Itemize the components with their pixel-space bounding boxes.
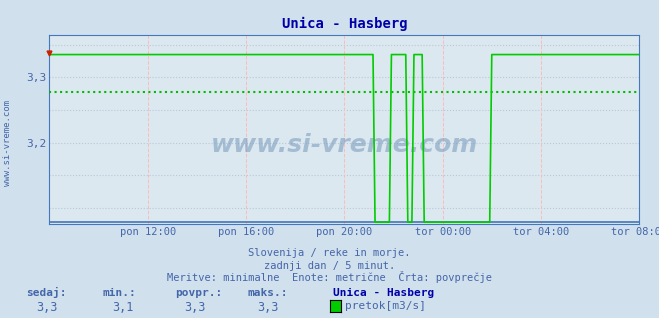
Text: 3,3: 3,3	[257, 301, 278, 314]
Text: pretok[m3/s]: pretok[m3/s]	[345, 301, 426, 311]
Text: Slovenija / reke in morje.: Slovenija / reke in morje.	[248, 248, 411, 258]
Text: 3,3: 3,3	[36, 301, 57, 314]
Text: 3,3: 3,3	[185, 301, 206, 314]
Text: min.:: min.:	[102, 288, 136, 298]
Text: sedaj:: sedaj:	[26, 287, 67, 298]
Title: Unica - Hasberg: Unica - Hasberg	[281, 17, 407, 31]
Text: zadnji dan / 5 minut.: zadnji dan / 5 minut.	[264, 261, 395, 271]
Text: 3,1: 3,1	[112, 301, 133, 314]
Text: www.si-vreme.com: www.si-vreme.com	[3, 100, 13, 186]
Text: Unica - Hasberg: Unica - Hasberg	[333, 288, 434, 298]
Text: Meritve: minimalne  Enote: metrične  Črta: povprečje: Meritve: minimalne Enote: metrične Črta:…	[167, 272, 492, 283]
Text: maks.:: maks.:	[247, 288, 287, 298]
Text: povpr.:: povpr.:	[175, 288, 222, 298]
Text: www.si-vreme.com: www.si-vreme.com	[211, 133, 478, 157]
